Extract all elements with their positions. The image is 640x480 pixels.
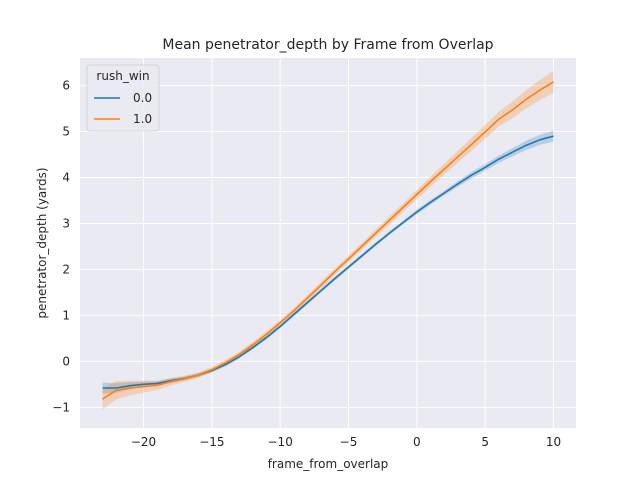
- plot-background: [80, 58, 576, 428]
- y-tick-labels: −1 0 1 2 3 4 5 6: [52, 79, 70, 415]
- series-lines: [102, 81, 554, 400]
- legend-label-0: 0.0: [133, 91, 152, 105]
- y-tick-label: 3: [62, 216, 70, 230]
- legend-label-1: 1.0: [133, 112, 152, 126]
- x-tick-label: 0: [413, 435, 421, 449]
- series-line-1: [102, 81, 554, 400]
- confidence-band-1: [102, 70, 554, 410]
- y-axis-label: penetrator_depth (yards): [35, 167, 49, 318]
- legend: rush_win 0.0 1.0: [86, 64, 160, 132]
- y-tick-label: 0: [62, 354, 70, 368]
- grid-lines: [80, 58, 576, 428]
- legend-box: [86, 64, 160, 132]
- legend-title: rush_win: [96, 69, 149, 83]
- y-tick-label: 2: [62, 262, 70, 276]
- x-tick-label: −15: [199, 435, 224, 449]
- y-tick-label: 4: [62, 171, 70, 185]
- x-tick-label: 10: [546, 435, 561, 449]
- x-axis-label: frame_from_overlap: [268, 457, 389, 471]
- x-tick-label: −20: [131, 435, 156, 449]
- chart-title: Mean penetrator_depth by Frame from Over…: [162, 37, 493, 53]
- y-tick-label: −1: [52, 400, 70, 414]
- y-tick-label: 6: [62, 79, 70, 93]
- y-tick-label: 1: [62, 308, 70, 322]
- x-tick-labels: −20 −15 −10 −5 0 5 10: [131, 435, 561, 449]
- x-tick-label: −10: [268, 435, 293, 449]
- y-tick-label: 5: [62, 125, 70, 139]
- x-tick-label: −5: [340, 435, 358, 449]
- x-tick-label: 5: [481, 435, 489, 449]
